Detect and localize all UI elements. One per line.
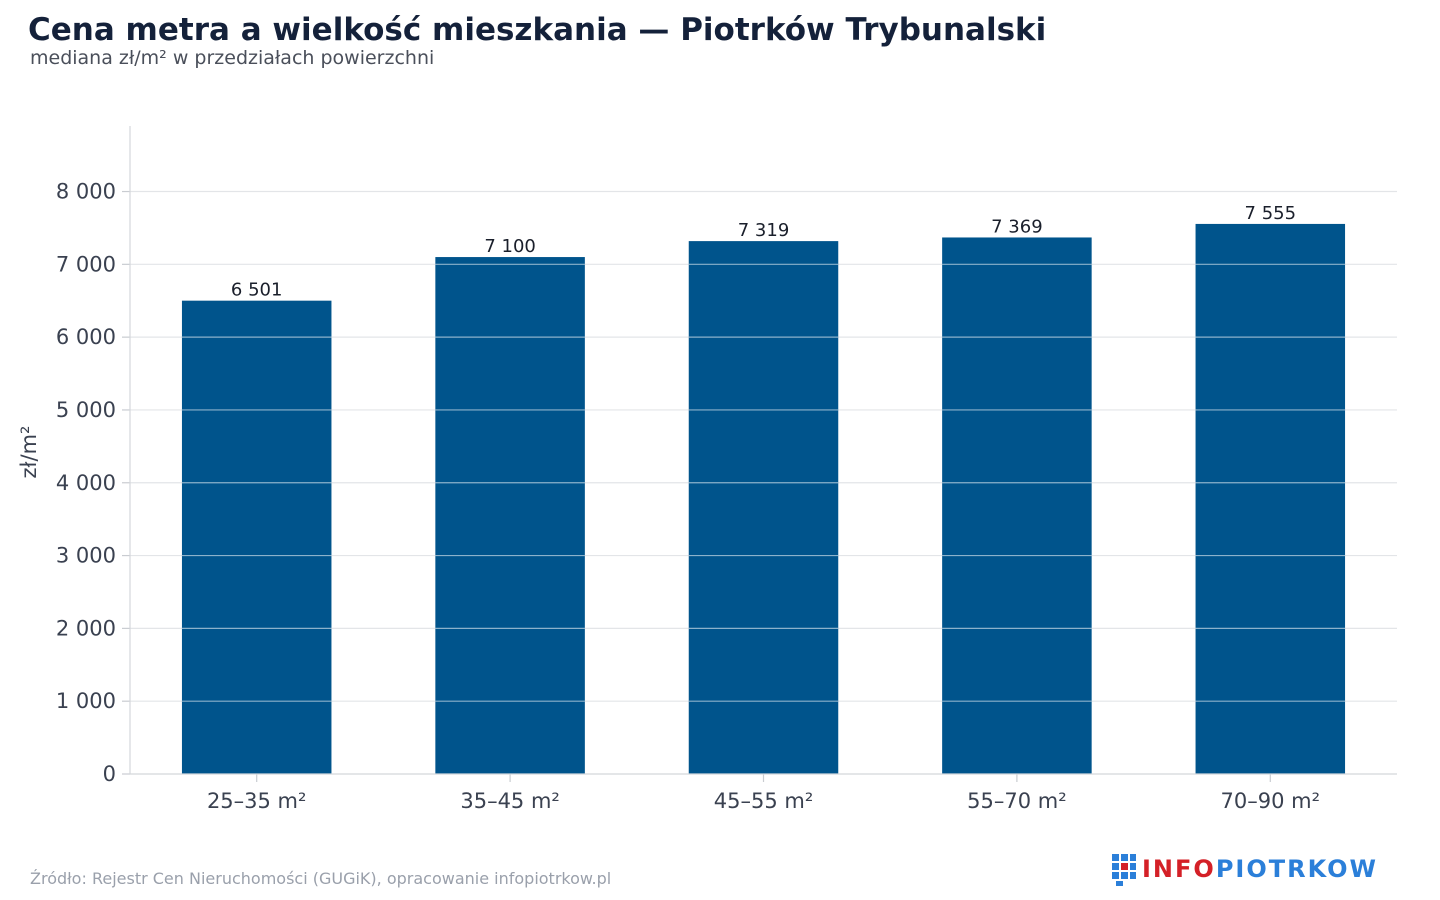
y-tick-label: 0 [103, 762, 116, 786]
labels: 0 1 000 2 000 3 000 4 000 5 000 6 000 7 000 8 00… [56, 180, 1320, 813]
x-tick-label: 25–35 m² [207, 789, 307, 813]
x-tick-label: 70–90 m² [1221, 789, 1321, 813]
bar-value-label: 7 555 [1245, 203, 1297, 224]
bar-value-label: 6 501 [231, 280, 283, 301]
x-tick-label: 45–55 m² [714, 789, 814, 813]
axes [122, 126, 1397, 782]
y-tick-label: 7 000 [56, 252, 116, 276]
y-tick-label: 8 000 [56, 180, 116, 204]
bar-value-label: 7 319 [738, 220, 790, 241]
x-tick-label: 55–70 m² [967, 789, 1067, 813]
logo-text-info: INFO [1142, 855, 1216, 883]
logo-text-piotrkow: PIOTRKOW [1215, 855, 1378, 883]
chart-subtitle: mediana zł/m² w przedziałach powierzchni [30, 47, 435, 69]
y-axis-label: zł/m² [17, 426, 41, 479]
bar [181, 300, 332, 774]
y-tick-label: 2 000 [56, 616, 116, 640]
bar-chart: 0 1 000 2 000 3 000 4 000 5 000 6 000 7 000 8 00… [17, 126, 1397, 813]
bar [942, 237, 1092, 774]
bar [435, 257, 585, 775]
y-tick-label: 3 000 [56, 544, 116, 568]
bar [688, 241, 839, 774]
bars [181, 223, 1346, 775]
y-tick-label: 5 000 [56, 398, 116, 422]
x-tick-label: 35–45 m² [460, 789, 560, 813]
y-tick-label: 4 000 [56, 471, 116, 495]
bar [1195, 223, 1346, 774]
infopiotrkow-logo: INFOPIOTRKOW [1110, 852, 1378, 886]
y-tick-label: 1 000 [56, 689, 116, 713]
source-note: Źródło: Rejestr Cen Nieruchomości (GUGiK… [30, 869, 612, 888]
bar-value-label: 7 100 [484, 236, 536, 257]
bar-value-label: 7 369 [991, 216, 1043, 237]
logo-text: INFOPIOTRKOW [1142, 855, 1378, 883]
chart-title: Cena metra a wielkość mieszkania — Piotr… [28, 12, 1047, 48]
y-tick-label: 6 000 [56, 325, 116, 349]
logo-grid-icon [1112, 854, 1136, 886]
